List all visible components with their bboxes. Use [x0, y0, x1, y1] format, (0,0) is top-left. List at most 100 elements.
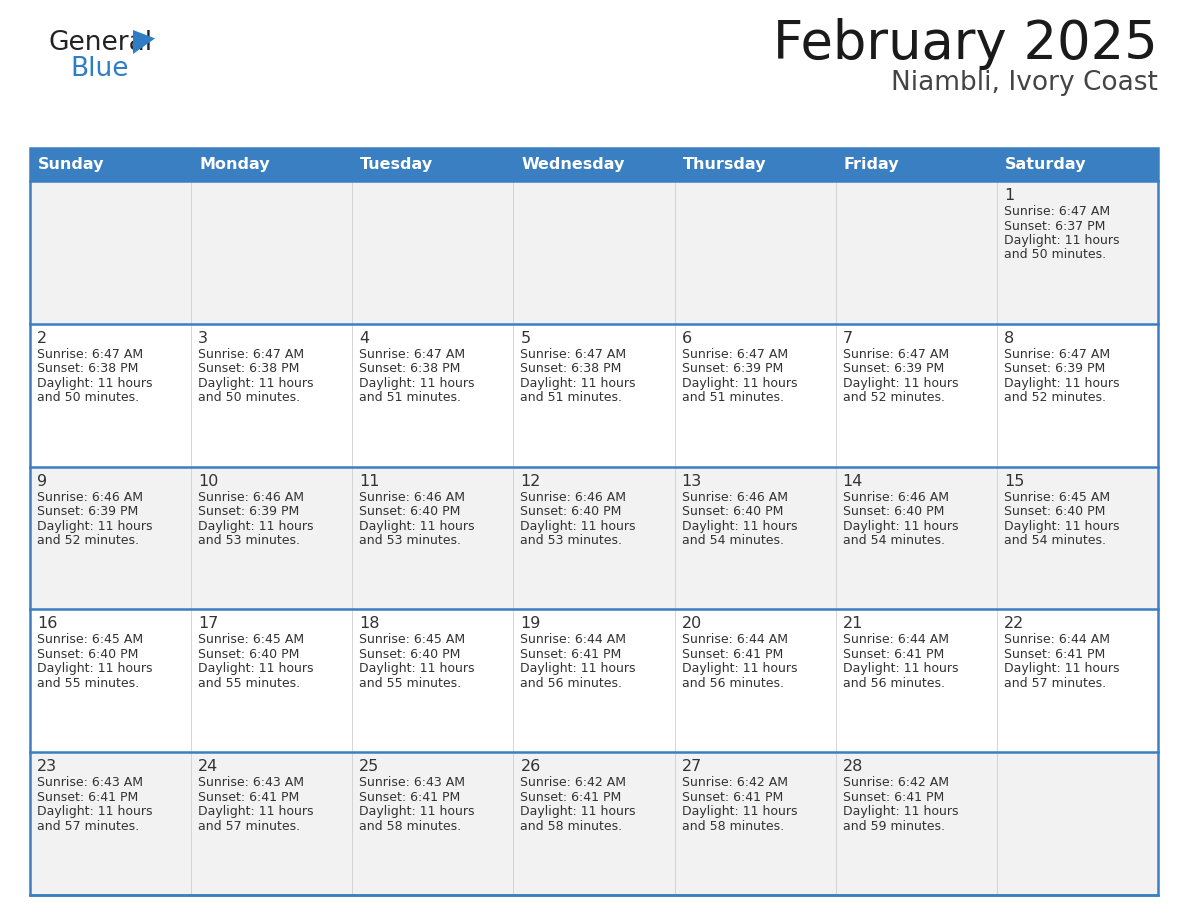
- Text: Daylight: 11 hours: Daylight: 11 hours: [1004, 520, 1119, 532]
- Text: Daylight: 11 hours: Daylight: 11 hours: [682, 805, 797, 818]
- Text: and 50 minutes.: and 50 minutes.: [1004, 249, 1106, 262]
- Bar: [997, 181, 1158, 324]
- Text: 9: 9: [37, 474, 48, 488]
- Text: and 56 minutes.: and 56 minutes.: [842, 677, 944, 690]
- Bar: [30, 148, 1158, 895]
- Text: and 55 minutes.: and 55 minutes.: [198, 677, 301, 690]
- Text: Thursday: Thursday: [683, 157, 766, 172]
- Text: Sunset: 6:40 PM: Sunset: 6:40 PM: [359, 505, 461, 518]
- Text: 18: 18: [359, 616, 380, 632]
- Bar: [675, 181, 835, 324]
- Text: 28: 28: [842, 759, 864, 774]
- Text: Wednesday: Wednesday: [522, 157, 625, 172]
- Text: Daylight: 11 hours: Daylight: 11 hours: [37, 805, 152, 818]
- Text: and 59 minutes.: and 59 minutes.: [842, 820, 944, 833]
- Bar: [353, 324, 513, 466]
- Text: Sunrise: 6:46 AM: Sunrise: 6:46 AM: [198, 490, 304, 504]
- Text: Sunset: 6:40 PM: Sunset: 6:40 PM: [198, 648, 299, 661]
- Text: Sunset: 6:40 PM: Sunset: 6:40 PM: [842, 505, 944, 518]
- Text: 16: 16: [37, 616, 57, 632]
- Bar: [513, 466, 675, 610]
- Text: Sunset: 6:41 PM: Sunset: 6:41 PM: [359, 790, 461, 803]
- Text: Daylight: 11 hours: Daylight: 11 hours: [1004, 663, 1119, 676]
- Text: 24: 24: [198, 759, 219, 774]
- Text: 25: 25: [359, 759, 379, 774]
- Bar: [997, 466, 1158, 610]
- Text: 2: 2: [37, 330, 48, 346]
- Text: Sunset: 6:41 PM: Sunset: 6:41 PM: [520, 790, 621, 803]
- Text: 20: 20: [682, 616, 702, 632]
- Text: Sunrise: 6:45 AM: Sunrise: 6:45 AM: [1004, 490, 1110, 504]
- Text: Daylight: 11 hours: Daylight: 11 hours: [682, 663, 797, 676]
- Text: Sunrise: 6:42 AM: Sunrise: 6:42 AM: [842, 777, 949, 789]
- Text: Sunset: 6:39 PM: Sunset: 6:39 PM: [37, 505, 138, 518]
- Text: Niambli, Ivory Coast: Niambli, Ivory Coast: [891, 70, 1158, 96]
- Text: Sunrise: 6:44 AM: Sunrise: 6:44 AM: [682, 633, 788, 646]
- Text: Sunrise: 6:46 AM: Sunrise: 6:46 AM: [842, 490, 949, 504]
- Polygon shape: [133, 30, 154, 54]
- Text: and 50 minutes.: and 50 minutes.: [37, 391, 139, 404]
- Text: and 58 minutes.: and 58 minutes.: [682, 820, 784, 833]
- Text: Daylight: 11 hours: Daylight: 11 hours: [198, 376, 314, 390]
- Text: 5: 5: [520, 330, 531, 346]
- Text: 23: 23: [37, 759, 57, 774]
- Text: and 51 minutes.: and 51 minutes.: [359, 391, 461, 404]
- Text: Sunset: 6:40 PM: Sunset: 6:40 PM: [37, 648, 138, 661]
- Text: Daylight: 11 hours: Daylight: 11 hours: [359, 663, 475, 676]
- Text: and 50 minutes.: and 50 minutes.: [198, 391, 301, 404]
- Bar: [30, 181, 191, 324]
- Bar: [191, 466, 353, 610]
- Text: Sunset: 6:37 PM: Sunset: 6:37 PM: [1004, 219, 1105, 232]
- Text: 22: 22: [1004, 616, 1024, 632]
- Text: Blue: Blue: [70, 56, 128, 82]
- Text: Sunset: 6:40 PM: Sunset: 6:40 PM: [1004, 505, 1105, 518]
- Text: Sunrise: 6:45 AM: Sunrise: 6:45 AM: [359, 633, 466, 646]
- Text: 8: 8: [1004, 330, 1015, 346]
- Bar: [513, 610, 675, 752]
- Bar: [191, 752, 353, 895]
- Bar: [997, 752, 1158, 895]
- Text: and 57 minutes.: and 57 minutes.: [37, 820, 139, 833]
- Text: Daylight: 11 hours: Daylight: 11 hours: [359, 805, 475, 818]
- Bar: [353, 466, 513, 610]
- Text: Sunset: 6:39 PM: Sunset: 6:39 PM: [842, 363, 944, 375]
- Text: Daylight: 11 hours: Daylight: 11 hours: [842, 376, 959, 390]
- Text: 26: 26: [520, 759, 541, 774]
- Bar: [353, 610, 513, 752]
- Text: General: General: [48, 30, 152, 56]
- Text: 12: 12: [520, 474, 541, 488]
- Text: and 54 minutes.: and 54 minutes.: [842, 534, 944, 547]
- Text: 17: 17: [198, 616, 219, 632]
- Text: Daylight: 11 hours: Daylight: 11 hours: [842, 663, 959, 676]
- Bar: [835, 324, 997, 466]
- Text: Sunset: 6:41 PM: Sunset: 6:41 PM: [842, 648, 944, 661]
- Text: Sunset: 6:41 PM: Sunset: 6:41 PM: [1004, 648, 1105, 661]
- Text: Daylight: 11 hours: Daylight: 11 hours: [520, 376, 636, 390]
- Text: 3: 3: [198, 330, 208, 346]
- Bar: [997, 324, 1158, 466]
- Bar: [835, 610, 997, 752]
- Bar: [675, 324, 835, 466]
- Bar: [353, 752, 513, 895]
- Text: Sunrise: 6:47 AM: Sunrise: 6:47 AM: [682, 348, 788, 361]
- Bar: [513, 324, 675, 466]
- Text: 13: 13: [682, 474, 702, 488]
- Bar: [835, 181, 997, 324]
- Text: Friday: Friday: [843, 157, 899, 172]
- Text: Daylight: 11 hours: Daylight: 11 hours: [198, 805, 314, 818]
- Text: 27: 27: [682, 759, 702, 774]
- Text: Saturday: Saturday: [1005, 157, 1086, 172]
- Text: Sunset: 6:41 PM: Sunset: 6:41 PM: [842, 790, 944, 803]
- Text: and 53 minutes.: and 53 minutes.: [520, 534, 623, 547]
- Text: Daylight: 11 hours: Daylight: 11 hours: [1004, 234, 1119, 247]
- Text: Sunset: 6:41 PM: Sunset: 6:41 PM: [198, 790, 299, 803]
- Text: Sunrise: 6:46 AM: Sunrise: 6:46 AM: [359, 490, 466, 504]
- Text: Daylight: 11 hours: Daylight: 11 hours: [1004, 376, 1119, 390]
- Text: 4: 4: [359, 330, 369, 346]
- Text: Sunset: 6:39 PM: Sunset: 6:39 PM: [1004, 363, 1105, 375]
- Text: and 57 minutes.: and 57 minutes.: [198, 820, 301, 833]
- Text: 21: 21: [842, 616, 864, 632]
- Text: Sunset: 6:40 PM: Sunset: 6:40 PM: [682, 505, 783, 518]
- Text: Sunrise: 6:46 AM: Sunrise: 6:46 AM: [682, 490, 788, 504]
- Text: Sunset: 6:39 PM: Sunset: 6:39 PM: [682, 363, 783, 375]
